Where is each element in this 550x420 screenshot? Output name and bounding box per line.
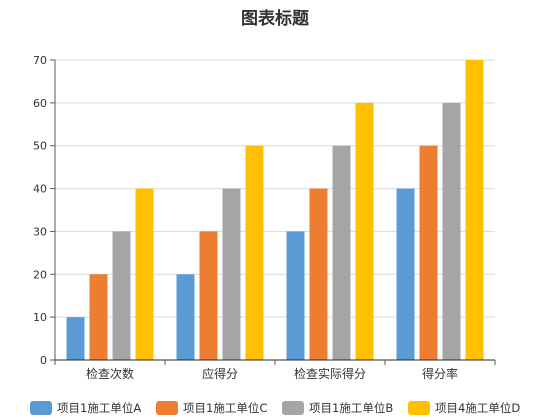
x-tick-label: 检查次数 (86, 366, 134, 381)
bar (176, 274, 195, 360)
bar (245, 145, 264, 360)
y-axis-ticks: 0 10 20 30 40 50 60 70 (33, 54, 55, 367)
legend-swatch (156, 401, 178, 415)
x-tick-label: 应得分 (202, 366, 238, 381)
y-tick-label: 10 (33, 311, 47, 324)
bar (332, 145, 351, 360)
y-tick-label: 30 (33, 225, 47, 238)
legend-swatch (30, 401, 52, 415)
y-tick-label: 40 (33, 183, 47, 196)
legend: 项目1施工单位A 项目1施工单位C 项目1施工单位B 项目4施工单位D (30, 401, 520, 415)
legend-swatch (282, 401, 304, 415)
bar (222, 188, 241, 360)
chart-title: 图表标题 (241, 8, 310, 29)
y-tick-label: 0 (40, 354, 47, 367)
bar (309, 188, 328, 360)
legend-label: 项目1施工单位C (183, 401, 267, 415)
bar (135, 188, 154, 360)
bar (355, 102, 374, 360)
bar (112, 231, 131, 360)
legend-label: 项目1施工单位A (57, 401, 141, 415)
bar (199, 231, 218, 360)
y-tick-label: 20 (33, 268, 47, 281)
legend-label: 项目4施工单位D (435, 401, 520, 415)
bar (286, 231, 305, 360)
legend-label: 项目1施工单位B (309, 401, 393, 415)
bar (396, 188, 415, 360)
y-tick-label: 60 (33, 97, 47, 110)
bar (419, 145, 438, 360)
bar (465, 60, 484, 360)
bars (66, 60, 484, 360)
bar (66, 317, 85, 360)
bar (89, 274, 108, 360)
x-axis-ticks: 检查次数 应得分 检查实际得分 得分率 (54, 360, 496, 381)
bar (442, 102, 461, 360)
legend-swatch (408, 401, 430, 415)
x-tick-label: 得分率 (422, 366, 458, 381)
x-tick-label: 检查实际得分 (294, 366, 366, 381)
y-tick-label: 70 (33, 54, 47, 67)
y-tick-label: 50 (33, 140, 47, 153)
